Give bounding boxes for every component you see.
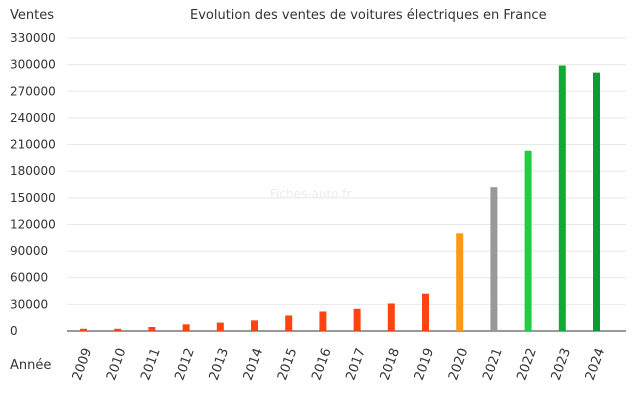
x-tick-label: 2022 (514, 346, 539, 382)
x-tick-label: 2015 (275, 346, 300, 382)
y-tick-label: 60000 (10, 271, 48, 285)
x-tick-label: 2012 (172, 346, 197, 382)
y-tick-label: 30000 (10, 297, 48, 311)
bar-2016 (319, 311, 327, 331)
x-tick-label: 2024 (583, 346, 608, 382)
x-tick-label: 2017 (343, 346, 368, 382)
x-tick-label: 2013 (207, 346, 232, 382)
y-tick-label: 90000 (10, 244, 48, 258)
bar-2020 (456, 233, 464, 331)
bar-2022 (524, 150, 532, 331)
bar-2010 (114, 328, 122, 331)
x-tick-label: 2023 (549, 346, 574, 382)
y-tick-label: 270000 (10, 84, 56, 98)
y-tick-label: 300000 (10, 58, 56, 72)
chart-title: Evolution des ventes de voitures électri… (190, 8, 547, 23)
y-tick-label: 210000 (10, 138, 56, 152)
x-tick-label: 2016 (309, 346, 334, 382)
x-tick-label: 2018 (378, 346, 403, 382)
bar-2024 (593, 72, 600, 332)
x-tick-label: 2011 (138, 346, 163, 382)
bar-2014 (251, 320, 258, 331)
y-tick-label: 240000 (10, 111, 56, 125)
bar-2013 (216, 322, 224, 331)
y-tick-label: 120000 (10, 217, 56, 231)
y-tick-label: 0 (10, 324, 18, 338)
y-tick-label: 180000 (10, 164, 56, 178)
bar-2015 (285, 315, 293, 331)
x-axis-label: Année (10, 358, 52, 373)
x-tick-label: 2019 (412, 346, 437, 382)
x-tick-label: 2014 (241, 346, 266, 382)
x-tick-label: 2020 (446, 346, 471, 382)
bar-2012 (182, 324, 190, 331)
bar-2021 (490, 187, 498, 331)
watermark: Fiches-auto.fr (270, 187, 352, 201)
x-tick-label: 2010 (104, 346, 129, 382)
y-tick-label: 150000 (10, 191, 56, 205)
bar-2017 (353, 308, 361, 331)
x-tick-label: 2009 (70, 346, 95, 382)
bar-2011 (148, 327, 156, 331)
bar-2009 (80, 328, 87, 331)
bar-2018 (387, 303, 395, 331)
bar-2023 (558, 65, 566, 332)
y-axis-label: Ventes (10, 8, 54, 23)
bar-2019 (422, 293, 429, 331)
x-tick-label: 2021 (480, 346, 505, 382)
y-tick-label: 330000 (10, 31, 56, 45)
